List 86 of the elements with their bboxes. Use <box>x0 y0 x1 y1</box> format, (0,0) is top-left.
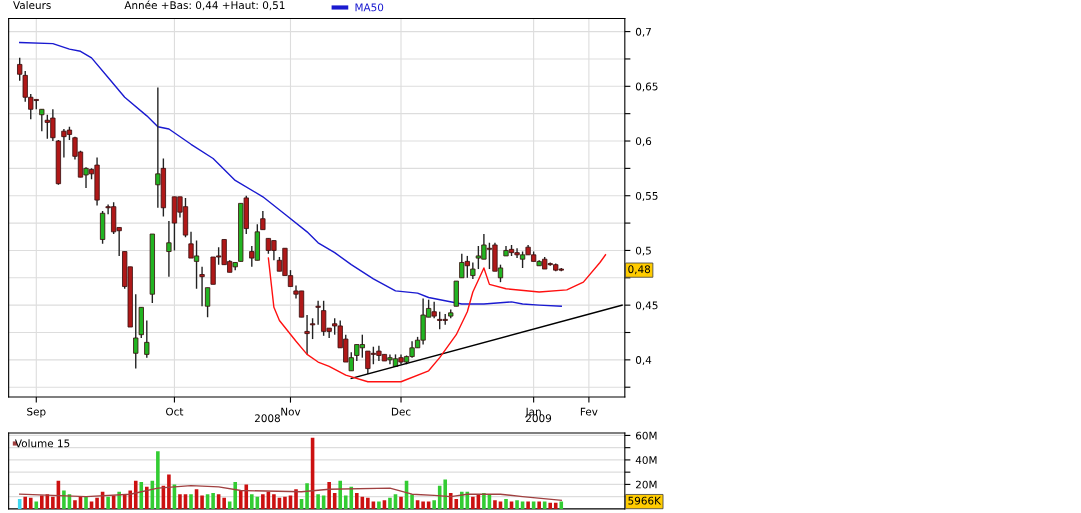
y-tick-label: 0,45 <box>635 301 658 311</box>
bar <box>211 492 215 509</box>
line-series <box>19 41 562 307</box>
bar <box>117 491 121 509</box>
bar <box>493 500 497 509</box>
bar <box>515 500 519 509</box>
candlestick <box>199 266 205 307</box>
bar <box>178 494 182 509</box>
y-tick-label: 0,6 <box>635 137 652 147</box>
bar <box>40 495 44 509</box>
bar <box>156 451 160 509</box>
bar <box>559 501 564 509</box>
y-tick-label: 0,5 <box>635 246 651 256</box>
bar <box>62 490 66 509</box>
x-tick-label: Fev <box>580 407 598 416</box>
candlestick <box>144 319 150 359</box>
bar <box>133 480 138 509</box>
y-tick-label: 0,4 <box>635 356 652 366</box>
bar <box>106 496 110 509</box>
bar <box>34 501 39 509</box>
bar <box>410 494 414 509</box>
bar <box>84 496 88 509</box>
bar <box>460 491 464 509</box>
bar <box>537 501 541 509</box>
candlestick <box>315 300 321 326</box>
text: Année +Bas: 0,44 +Haut: 0,51 <box>124 0 285 11</box>
bar <box>51 496 55 509</box>
candlestick <box>260 210 266 231</box>
bar <box>553 502 558 509</box>
bar <box>233 481 238 509</box>
bar <box>128 490 133 509</box>
candlestick <box>39 108 45 132</box>
line-series <box>19 484 562 502</box>
candlestick <box>304 314 310 356</box>
bar <box>283 496 287 509</box>
x-tick-label: Oct <box>166 407 184 416</box>
candlestick <box>166 220 172 278</box>
bar <box>504 499 508 509</box>
x-tick-label: Dec <box>391 407 411 416</box>
bar <box>261 494 265 509</box>
bar <box>443 479 448 509</box>
bar <box>316 494 320 509</box>
text: 2008 <box>254 414 280 423</box>
text: Valeurs <box>13 1 51 10</box>
bar <box>145 486 149 509</box>
legend-label: Volume 15 <box>14 439 70 448</box>
bar <box>222 497 226 509</box>
annotation: 0,48 <box>628 265 651 275</box>
candlestick <box>133 293 139 370</box>
bar <box>471 496 475 509</box>
bar <box>73 500 77 509</box>
candlestick <box>204 286 211 318</box>
bar <box>189 494 193 509</box>
bar <box>250 494 254 509</box>
y-tick-label: 0,55 <box>635 191 658 201</box>
line-series <box>267 254 607 383</box>
bar <box>526 501 530 509</box>
candlestick <box>309 317 316 340</box>
bar <box>28 497 33 509</box>
y-tick-label: 20M <box>636 480 657 489</box>
bar <box>388 497 392 509</box>
bar <box>432 500 436 509</box>
bar <box>272 494 276 509</box>
y-tick-label: 0,7 <box>635 27 651 37</box>
y-tick-label: 60M <box>635 431 657 440</box>
bar <box>95 497 99 509</box>
legend-label: MA50 <box>355 3 384 12</box>
bar <box>366 497 370 509</box>
bar <box>23 496 28 509</box>
bar <box>139 481 144 509</box>
bar <box>355 492 359 509</box>
bar <box>548 502 553 509</box>
bar <box>200 495 204 509</box>
bar <box>377 501 381 509</box>
annotation: 5966K <box>628 496 662 505</box>
bar <box>294 489 298 509</box>
bar <box>399 496 403 509</box>
x-tick-label: Nov <box>281 407 301 416</box>
y-tick-label: 40M <box>635 456 657 465</box>
bar <box>167 474 171 509</box>
bar <box>327 481 331 509</box>
bar <box>421 501 425 509</box>
x-tick-label: Sep <box>27 407 46 418</box>
bar <box>305 483 309 509</box>
bar <box>482 492 486 509</box>
y-tick-label: 0,65 <box>635 82 658 92</box>
